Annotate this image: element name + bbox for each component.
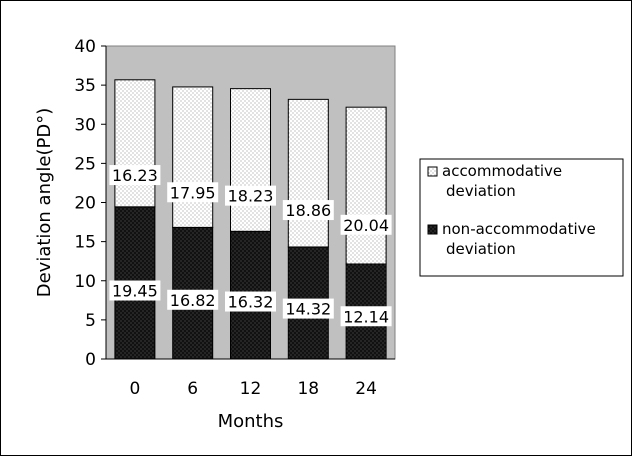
data-label-bg xyxy=(167,289,219,310)
data-label-bg xyxy=(109,280,161,301)
bar-accommodative-0 xyxy=(114,79,156,208)
data-label-bg xyxy=(109,165,161,186)
data-label-accommodative-6: 17.95 xyxy=(170,183,216,202)
data-label-non-accommodative-12: 16.32 xyxy=(228,293,274,312)
data-label-bg xyxy=(282,298,334,319)
bar-accommodative-12 xyxy=(230,88,271,232)
x-tick-label: 24 xyxy=(355,379,377,399)
legend-label-accommodative: accommodative deviation xyxy=(442,162,562,200)
data-label-non-accommodative-24: 12.14 xyxy=(343,307,389,326)
x-tick-label: 18 xyxy=(297,379,319,399)
legend-label-non-accommodative: non-accommodative deviation xyxy=(442,220,596,258)
y-tick-label: 30 xyxy=(74,115,96,135)
data-label-non-accommodative-18: 14.32 xyxy=(285,300,331,319)
x-tick-label: 6 xyxy=(187,379,198,399)
data-label-bg xyxy=(167,182,219,203)
y-tick-label: 5 xyxy=(85,311,96,331)
y-tick-label: 40 xyxy=(74,37,96,57)
y-tick-label: 35 xyxy=(74,76,96,96)
legend-swatch-non-accommodative xyxy=(427,224,438,235)
data-label-bg xyxy=(225,291,276,312)
data-labels-group: 19.45 16.23 16.82 17.95 16.32 18.23 14.32 18.86… xyxy=(109,165,392,327)
bar-accommodative-6 xyxy=(172,86,214,228)
data-label-bg xyxy=(225,185,276,206)
y-tick-label: 20 xyxy=(74,194,96,214)
bar-accommodative-24 xyxy=(345,106,387,265)
data-label-non-accommodative-0: 19.45 xyxy=(112,282,158,301)
data-label-bg xyxy=(340,214,392,235)
axes-group: 0 5 10 15 20 25 30 35 40 0 6 12 18 24 xyxy=(74,37,395,399)
data-label-accommodative-24: 20.04 xyxy=(343,216,389,235)
data-label-non-accommodative-6: 16.82 xyxy=(170,291,216,310)
data-label-accommodative-18: 18.86 xyxy=(285,201,331,220)
legend: accommodative deviation non-accommodative d… xyxy=(419,158,624,277)
x-tick-label: 0 xyxy=(129,379,140,399)
y-axis-label: Deviation angle(PD°) xyxy=(34,108,55,298)
bar-accommodative-18 xyxy=(287,98,329,248)
data-label-bg xyxy=(340,306,392,327)
data-label-accommodative-0: 16.23 xyxy=(112,166,158,185)
data-label-bg xyxy=(282,200,334,221)
y-tick-label: 15 xyxy=(74,233,96,253)
y-tick-label: 25 xyxy=(74,154,96,174)
data-label-accommodative-12: 18.23 xyxy=(228,187,274,206)
legend-box xyxy=(419,158,624,277)
y-tick-label: 10 xyxy=(74,272,96,292)
y-tick-label: 0 xyxy=(85,350,96,370)
x-tick-label: 12 xyxy=(240,379,262,399)
legend-swatch-accommodative xyxy=(427,166,438,177)
x-axis-label: Months xyxy=(218,411,284,432)
